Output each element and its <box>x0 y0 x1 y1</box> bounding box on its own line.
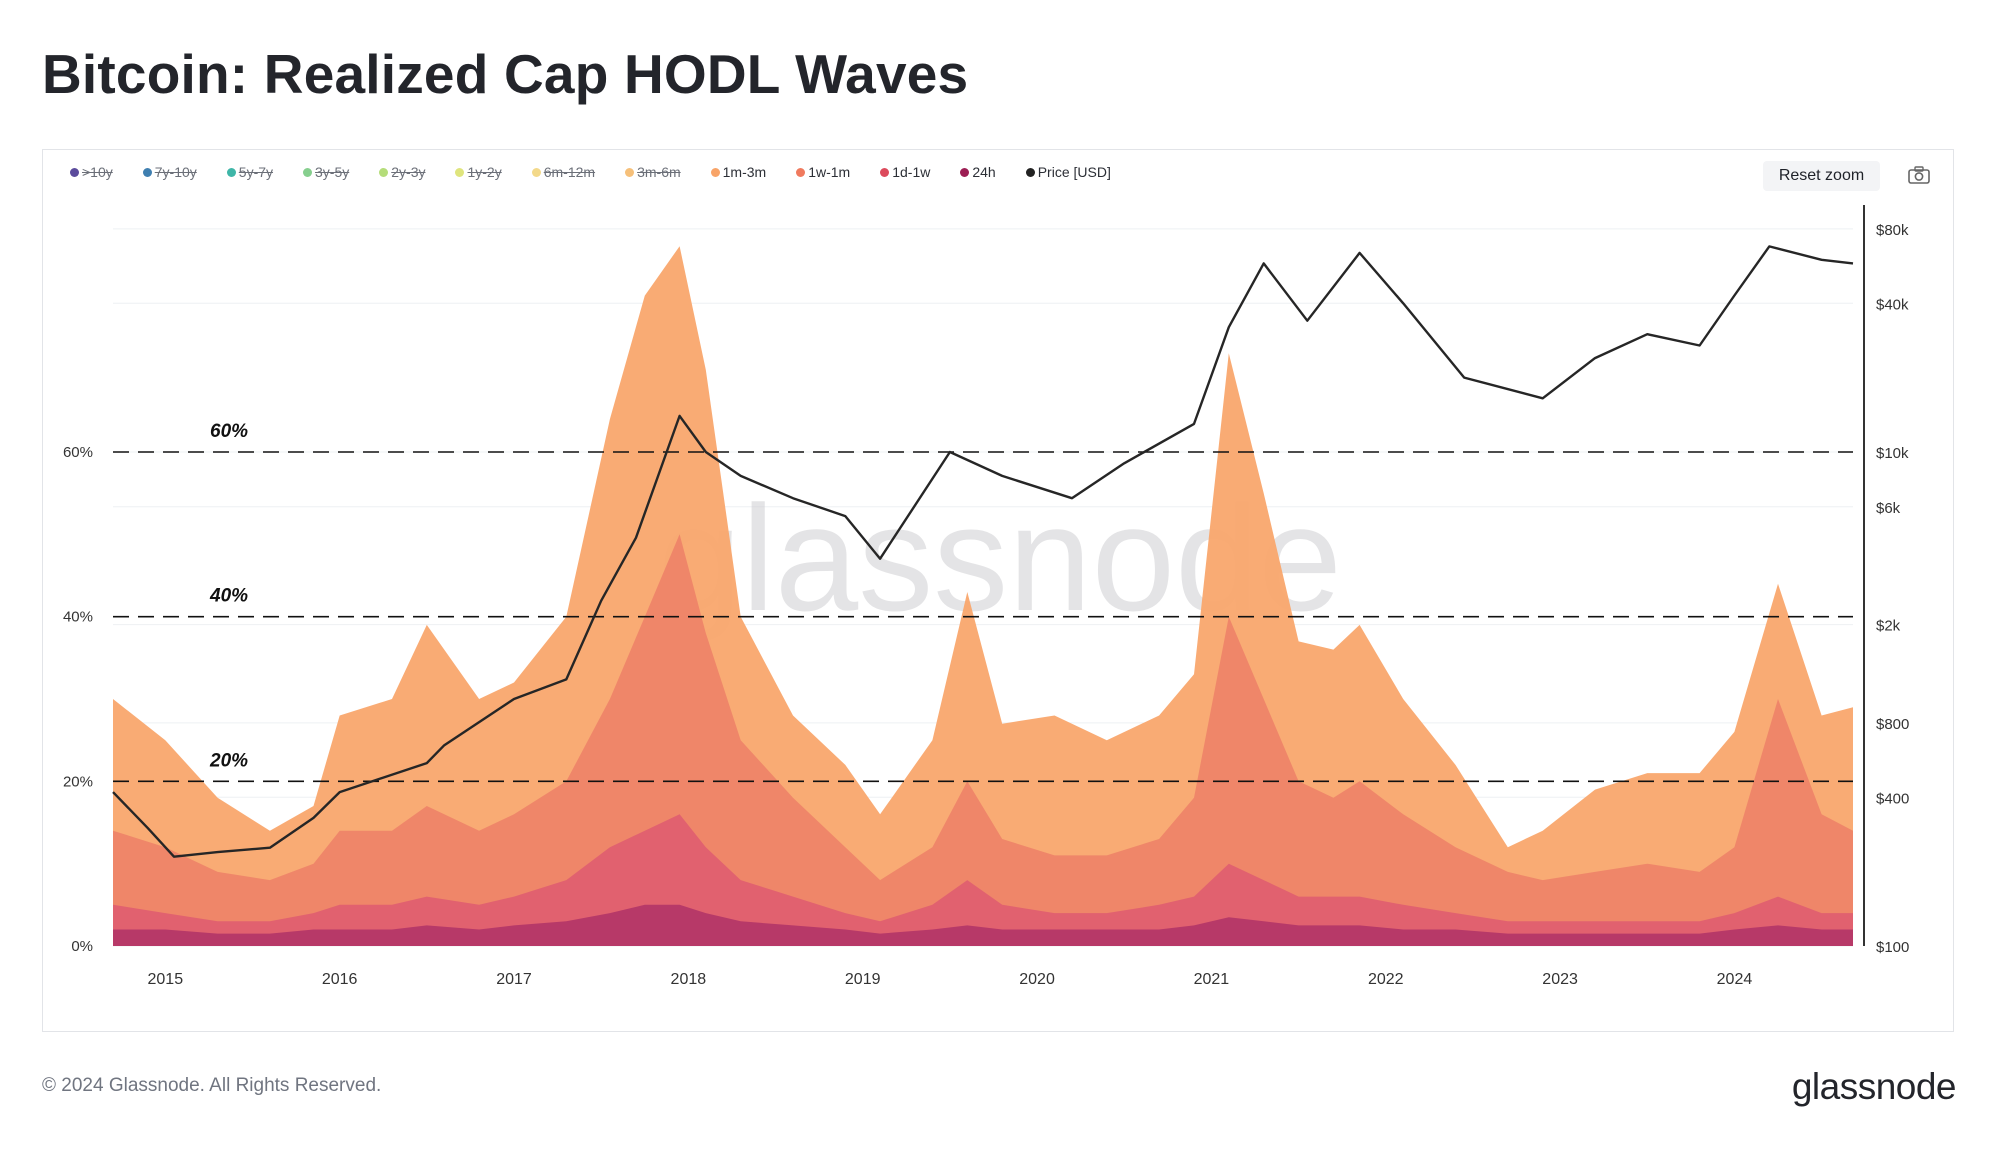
legend-label: 1m-3m <box>722 164 767 180</box>
y-left-tick-label: 0% <box>71 938 93 955</box>
area-24h <box>113 904 1853 946</box>
legend-item-24h[interactable]: 24h <box>960 162 996 182</box>
legend-item-1d-1w[interactable]: 1d-1w <box>880 162 930 182</box>
legend-label: 1d-1w <box>892 164 931 180</box>
x-tick-label: 2020 <box>1019 971 1055 988</box>
legend-marker <box>70 167 79 177</box>
legend-marker <box>455 167 465 177</box>
legend-label: 5y-7y <box>238 164 274 180</box>
legend-marker <box>796 167 806 177</box>
reference-lines: 60% 40% 20% <box>113 421 1853 783</box>
legend-marker <box>379 167 389 177</box>
legend-item-3y-5y[interactable]: 3y-5y <box>303 162 349 182</box>
x-tick-label: 2015 <box>148 971 184 988</box>
x-tick-label: 2019 <box>845 971 881 988</box>
x-tick-label: 2022 <box>1368 971 1404 988</box>
x-tick-label: 2023 <box>1542 971 1578 988</box>
y-left-tick-label: 20% <box>63 773 93 790</box>
legend-label: 1y-2y <box>467 164 502 180</box>
legend-label: 7y-10y <box>154 164 197 180</box>
axes: 2015 2016 2017 2018 2019 2020 2021 2022 2023 2024… <box>63 205 1909 988</box>
legend-label: 3y-5y <box>315 164 350 180</box>
legend-item-5y-7y[interactable]: 5y-7y <box>226 162 274 182</box>
x-tick-label: 2021 <box>1194 971 1230 988</box>
price-line <box>112 245 1854 858</box>
legend-item-10y[interactable]: >10y <box>70 162 113 182</box>
legend-item-1w-1m[interactable]: 1w-1m <box>796 162 850 182</box>
legend-label: 3m-6m <box>637 164 681 180</box>
area-1d-1w <box>113 814 1853 946</box>
x-tick-label: 2017 <box>496 971 532 988</box>
price-series <box>112 245 1854 858</box>
legend-marker <box>226 167 236 177</box>
y-right-tick-label: $40k <box>1876 296 1909 313</box>
area-1w-1m <box>113 534 1853 946</box>
y-right-tick-label: $6k <box>1876 500 1901 517</box>
legend: >10y 7y-10y 5y-7y 3y-5y 2y-3y 1y-2y 6m-12m 3m-6… <box>70 162 1141 182</box>
camera-icon[interactable] <box>1908 166 1930 184</box>
legend-item-1y-2y[interactable]: 1y-2y <box>455 162 502 182</box>
reset-zoom-button[interactable]: Reset zoom <box>1763 161 1880 191</box>
legend-marker <box>303 167 313 177</box>
legend-marker <box>1025 167 1035 177</box>
brand-logo: glassnode <box>1791 1066 1957 1107</box>
legend-label: 2y-3y <box>391 164 426 180</box>
legend-label: 6m-12m <box>543 164 596 180</box>
y-left-tick-label: 40% <box>63 609 93 626</box>
legend-item-price-usd[interactable]: Price [USD] <box>1025 162 1111 182</box>
x-tick-label: 2018 <box>671 971 707 988</box>
x-tick-label: 2024 <box>1717 971 1753 988</box>
legend-item-3m-6m[interactable]: 3m-6m <box>625 162 681 182</box>
legend-item-1m-3m[interactable]: 1m-3m <box>710 162 767 182</box>
y-right-tick-label: $400 <box>1876 790 1909 807</box>
area-1m-3m <box>113 246 1853 946</box>
legend-label: 1w-1m <box>808 164 851 180</box>
legend-item-6m-12m[interactable]: 6m-12m <box>531 162 596 182</box>
legend-item-2y-3y[interactable]: 2y-3y <box>379 162 425 182</box>
y-right-tick-label: $100 <box>1876 939 1909 956</box>
legend-marker <box>531 167 541 177</box>
y-right-tick-label: $10k <box>1876 445 1909 462</box>
reference-line-label: 60% <box>210 421 248 442</box>
legend-marker <box>960 167 970 177</box>
legend-label: 24h <box>972 164 996 180</box>
page-title: Bitcoin: Realized Cap HODL Waves <box>42 43 969 105</box>
y-left-tick-label: 60% <box>63 444 93 461</box>
y-right-tick-label: $80k <box>1876 222 1909 239</box>
legend-item-7y-10y[interactable]: 7y-10y <box>142 162 197 182</box>
legend-marker <box>880 167 890 177</box>
reference-line-label: 20% <box>209 750 248 771</box>
legend-marker <box>710 167 720 177</box>
legend-marker <box>142 167 152 177</box>
area-series <box>113 246 1853 946</box>
y-right-tick-label: $800 <box>1876 716 1909 733</box>
y-right-tick-label: $2k <box>1876 618 1901 635</box>
legend-label: Price [USD] <box>1037 164 1111 180</box>
legend-marker <box>625 167 635 177</box>
x-tick-label: 2016 <box>322 971 358 988</box>
legend-label: >10y <box>82 164 113 180</box>
copyright-footer: © 2024 Glassnode. All Rights Reserved. <box>42 1075 382 1096</box>
reference-line-label: 40% <box>209 586 248 607</box>
